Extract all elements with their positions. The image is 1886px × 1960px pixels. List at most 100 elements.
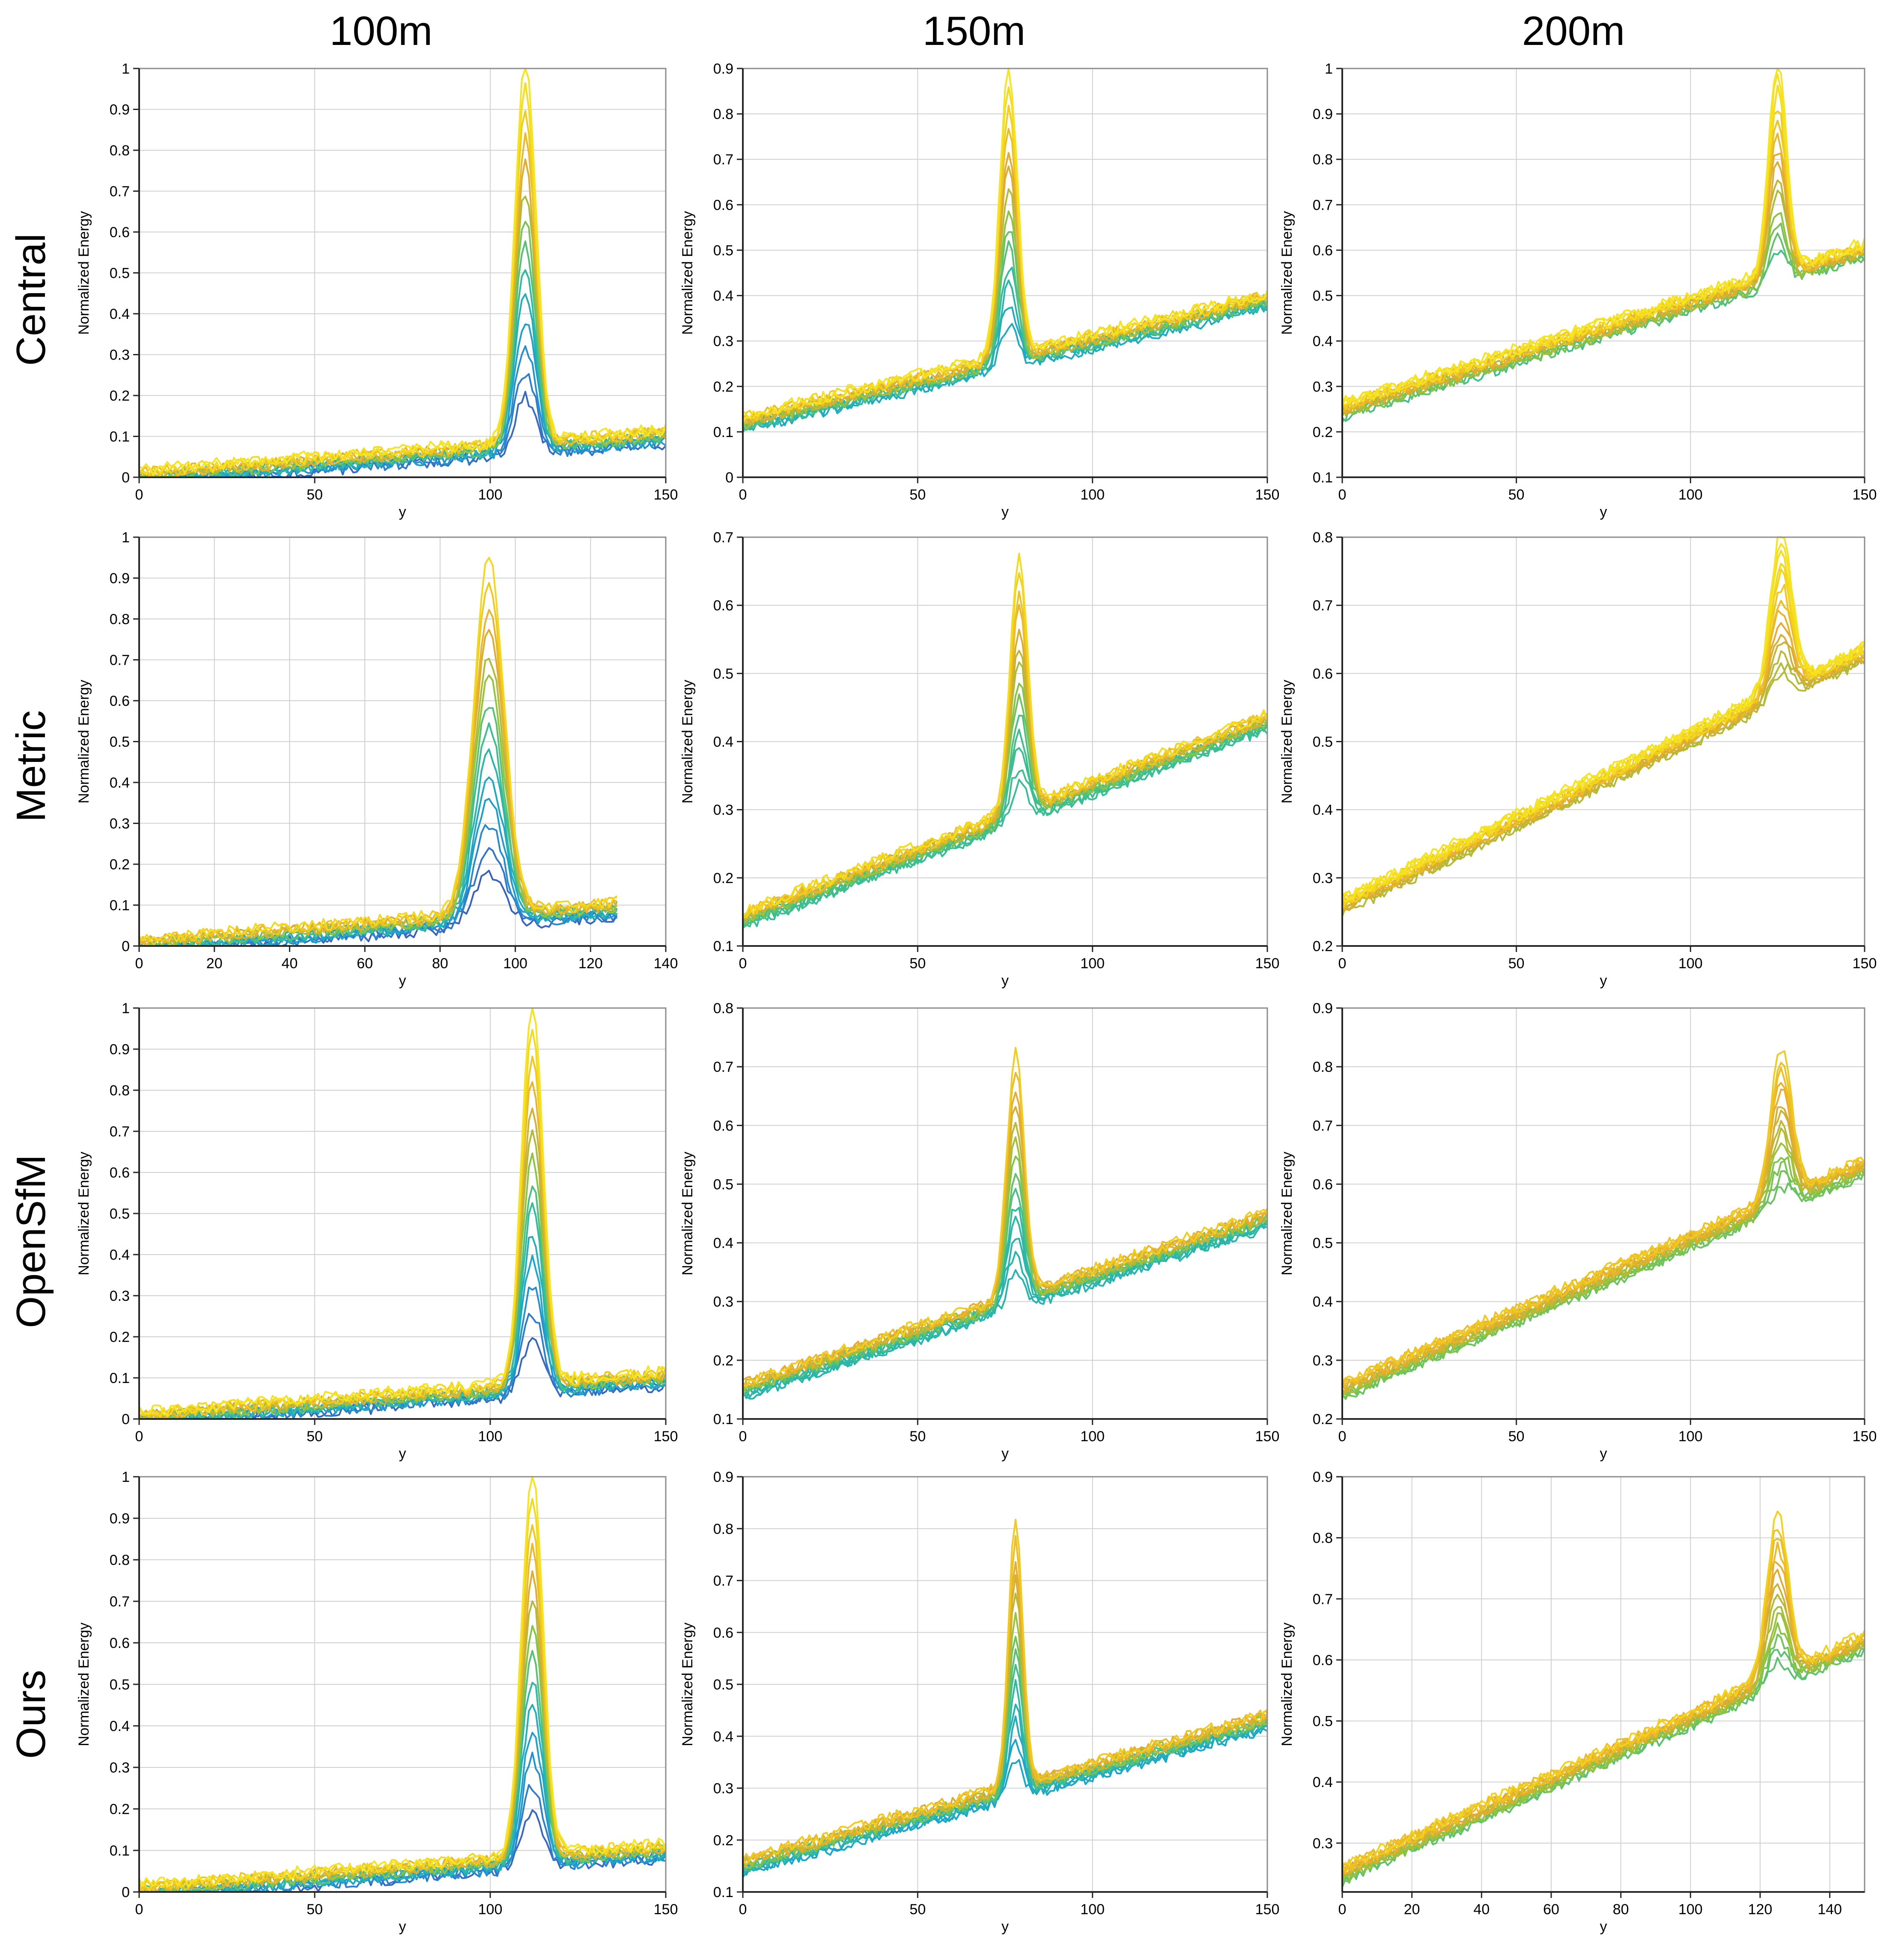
row-title-opensfm: OpenSfM bbox=[8, 1154, 54, 1328]
y-tick-label: 0.7 bbox=[713, 152, 733, 168]
y-tick-label: 0.3 bbox=[1313, 379, 1333, 395]
y-tick-label: 0.1 bbox=[110, 1370, 130, 1386]
y-tick-label: 0.3 bbox=[713, 1294, 733, 1310]
y-axis-label: Normalized Energy bbox=[679, 1622, 696, 1746]
y-tick-label: 0.1 bbox=[110, 429, 130, 445]
y-tick-label: 0.4 bbox=[1313, 1774, 1333, 1790]
traces bbox=[742, 1047, 1268, 1400]
series-line bbox=[138, 1007, 667, 1416]
x-tick-label: 120 bbox=[578, 955, 603, 972]
series-line bbox=[138, 158, 666, 478]
column-title-200m: 200m bbox=[1522, 8, 1625, 54]
y-tick-label: 0.2 bbox=[713, 379, 733, 395]
x-tick-label: 150 bbox=[654, 1901, 678, 1918]
x-tick-label: 0 bbox=[739, 1428, 747, 1445]
x-tick-label: 100 bbox=[1678, 955, 1703, 972]
y-tick-label: 0.8 bbox=[1313, 1530, 1333, 1547]
x-tick-label: 150 bbox=[1255, 1901, 1280, 1918]
series-line bbox=[138, 1498, 667, 1892]
series-line bbox=[139, 1056, 666, 1418]
panel-central-150m: 0 50 100 150 0 0.1 0.2 0.3 0.4 0.5 0.6 0.7 0.8 0.9 y No… bbox=[679, 61, 1279, 520]
row-title-ours: Ours bbox=[8, 1670, 54, 1759]
x-tick-label: 0 bbox=[739, 955, 747, 972]
panel-opensfm-100m: 0 50 100 150 0 0.1 0.2 0.3 0.4 0.5 0.6 0.7 0.8 0.9 1 y N… bbox=[76, 1000, 678, 1462]
x-tick-label: 100 bbox=[1678, 487, 1703, 503]
x-tick-label: 50 bbox=[909, 1901, 926, 1918]
y-axis-label: Normalized Energy bbox=[679, 211, 696, 335]
series-line bbox=[138, 582, 617, 946]
y-tick-label: 0.1 bbox=[713, 938, 733, 955]
y-tick-label: 0 bbox=[122, 1411, 130, 1428]
y-tick-label: 0.9 bbox=[713, 1469, 733, 1485]
x-tick-label: 50 bbox=[909, 955, 926, 972]
y-tick-label: 0.7 bbox=[713, 529, 733, 546]
y-tick-label: 0 bbox=[122, 470, 130, 486]
y-tick-label: 0.7 bbox=[713, 1573, 733, 1589]
column-title-150m: 150m bbox=[923, 8, 1025, 54]
y-tick-label: 0.1 bbox=[110, 898, 130, 914]
series-line bbox=[742, 590, 1268, 916]
y-tick-label: 0.2 bbox=[1313, 938, 1333, 955]
x-tick-label: 40 bbox=[1473, 1901, 1490, 1918]
y-tick-label: 0.9 bbox=[713, 61, 733, 77]
y-tick-label: 0.8 bbox=[1313, 529, 1333, 546]
x-axis-label: y bbox=[399, 973, 406, 989]
y-tick-label: 0.5 bbox=[110, 265, 130, 282]
y-tick-label: 0.5 bbox=[713, 242, 733, 259]
x-tick-label: 0 bbox=[739, 1901, 747, 1918]
series-line bbox=[742, 553, 1268, 916]
y-axis-label: Normalized Energy bbox=[1279, 1151, 1295, 1275]
y-axis-label: Normalized Energy bbox=[679, 680, 696, 803]
x-axis-label: y bbox=[399, 504, 406, 520]
x-tick-label: 100 bbox=[1080, 487, 1105, 503]
y-tick-label: 1 bbox=[122, 1000, 130, 1017]
y-axis-label: Normalized Energy bbox=[76, 1622, 92, 1746]
x-tick-label: 50 bbox=[1508, 1428, 1525, 1445]
series-line bbox=[742, 1047, 1268, 1387]
x-tick-label: 150 bbox=[1853, 487, 1877, 503]
y-tick-label: 0.8 bbox=[110, 611, 130, 628]
series-line bbox=[138, 1081, 667, 1420]
y-tick-label: 0.2 bbox=[110, 857, 130, 873]
x-tick-label: 150 bbox=[654, 1428, 678, 1445]
traces bbox=[742, 553, 1268, 929]
x-tick-label: 50 bbox=[1508, 955, 1525, 972]
y-tick-label: 0.8 bbox=[110, 1083, 130, 1099]
series-line bbox=[139, 323, 667, 478]
y-tick-label: 0.3 bbox=[1313, 1835, 1333, 1852]
y-tick-label: 0.3 bbox=[110, 1760, 130, 1776]
y-tick-label: 0.7 bbox=[1313, 1591, 1333, 1607]
series-line bbox=[138, 1682, 667, 1893]
x-tick-label: 50 bbox=[909, 487, 926, 503]
x-tick-label: 60 bbox=[1543, 1901, 1559, 1918]
y-axis-label: Normalized Energy bbox=[1279, 1622, 1295, 1746]
y-tick-label: 0.5 bbox=[1313, 734, 1333, 750]
y-tick-label: 0.9 bbox=[110, 571, 130, 587]
y-tick-label: 0.5 bbox=[1313, 1713, 1333, 1730]
panel-central-200m: 0 50 100 150 0.1 0.2 0.3 0.4 0.5 0.6 0.7 0.8 0.9 1 y No… bbox=[1279, 61, 1877, 520]
y-tick-label: 0.2 bbox=[110, 388, 130, 404]
y-tick-label: 0.2 bbox=[713, 1353, 733, 1369]
series-line bbox=[1342, 84, 1865, 406]
x-tick-label: 50 bbox=[307, 1901, 323, 1918]
x-axis-label: y bbox=[1001, 973, 1009, 989]
y-tick-label: 0.1 bbox=[713, 424, 733, 440]
series-line bbox=[138, 1570, 667, 1893]
panel-metric-200m: 0 50 100 150 0.2 0.3 0.4 0.5 0.6 0.7 0.8 y Normalize… bbox=[1279, 529, 1877, 989]
series-line bbox=[138, 1107, 667, 1420]
y-tick-label: 0.7 bbox=[110, 652, 130, 669]
y-tick-label: 0.6 bbox=[713, 1118, 733, 1134]
series-line bbox=[742, 1574, 1268, 1868]
y-tick-label: 0.4 bbox=[110, 306, 130, 322]
y-tick-label: 0.2 bbox=[110, 1329, 130, 1345]
y-tick-label: 0.8 bbox=[110, 1552, 130, 1568]
panel-ours-150m: 0 50 100 150 0.1 0.2 0.3 0.4 0.5 0.6 0.7 0.8 0.9 y Nor… bbox=[679, 1469, 1279, 1935]
x-tick-label: 0 bbox=[1338, 487, 1347, 503]
series-line bbox=[1342, 1633, 1865, 1883]
x-tick-label: 150 bbox=[1853, 1428, 1877, 1445]
series-line bbox=[742, 1679, 1268, 1871]
y-tick-label: 0.4 bbox=[713, 288, 733, 304]
series-line bbox=[139, 68, 667, 475]
y-axis-label: Normalized Energy bbox=[1279, 211, 1295, 335]
